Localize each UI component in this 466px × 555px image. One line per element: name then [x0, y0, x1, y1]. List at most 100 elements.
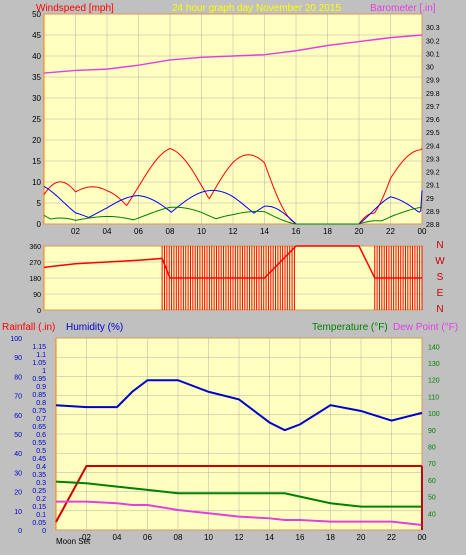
temperature-label: Temperature (°F)	[312, 322, 388, 333]
wind-tick-label: 50	[32, 10, 41, 19]
climate-time-label: 16	[296, 533, 305, 542]
climate-time-label: 12	[235, 533, 244, 542]
temperature-axis: 40 50 60 70 80 90 100 110 120 130 140	[428, 344, 440, 518]
wind-time-label: 20	[355, 227, 364, 236]
temperature-tick-label: 60	[428, 478, 436, 485]
climate-time-label: 00	[418, 533, 427, 542]
rainfall-label: Rainfall (.in)	[2, 322, 55, 333]
rainfall-axis: 00.050.10.150.20.250.30.350.40.450.50.55…	[32, 344, 46, 535]
rainfall-tick-label: 0.25	[32, 488, 46, 495]
barometer-tick-label: 30	[426, 65, 434, 72]
humidity-tick-label: 0	[18, 528, 22, 535]
humidity-tick-label: 50	[14, 432, 22, 439]
climate-time-axis: 02 04 06 08 10 12 14 16 18 20 22 00	[82, 533, 427, 542]
barometer-tick-label: 29.5	[426, 130, 440, 137]
barometer-tick-label: 30.1	[426, 51, 440, 58]
climate-time-label: 08	[174, 533, 183, 542]
direction-tick-label: 180	[29, 276, 41, 283]
wind-tick-label: 30	[32, 94, 41, 103]
temperature-tick-label: 100	[428, 411, 440, 418]
wind-time-axis: 02 04 06 08 10 12 14 16 18 20 22 00	[71, 227, 427, 236]
wind-time-label: 14	[260, 227, 269, 236]
humidity-tick-label: 70	[14, 394, 22, 401]
rainfall-tick-label: 0	[42, 528, 46, 535]
climate-time-label: 18	[326, 533, 335, 542]
climate-time-label: 02	[82, 533, 91, 542]
climate-time-label: 14	[265, 533, 274, 542]
barometer-tick-label: 29.8	[426, 91, 440, 98]
direction-letter: S	[437, 272, 444, 283]
barometer-label: Barometer [.in]	[370, 3, 436, 14]
wind-time-label: 18	[323, 227, 332, 236]
wind-low-line	[43, 206, 423, 225]
barometer-tick-label: 29.7	[426, 104, 440, 111]
rainfall-tick-label: 0.7	[36, 416, 46, 423]
direction-letter: N	[436, 304, 443, 315]
wind-grid	[44, 13, 423, 225]
wind-tick-label: 5	[37, 199, 42, 208]
climate-time-label: 20	[357, 533, 366, 542]
wind-time-label: 10	[197, 227, 206, 236]
rainfall-tick-label: 1.15	[32, 344, 46, 351]
humidity-tick-label: 80	[14, 374, 22, 381]
climate-time-label: 10	[204, 533, 213, 542]
direction-letter: W	[435, 256, 445, 267]
rainfall-tick-label: 0.3	[36, 480, 46, 487]
humidity-tick-label: 10	[14, 509, 22, 516]
climate-time-label: 04	[113, 533, 122, 542]
rainfall-tick-label: 0.9	[36, 384, 46, 391]
direction-tick-label: 90	[33, 292, 41, 299]
wind-time-label: 02	[71, 227, 80, 236]
wind-tick-label: 35	[32, 73, 41, 82]
barometer-tick-label: 29	[426, 196, 434, 203]
rainfall-tick-label: 0.6	[36, 432, 46, 439]
direction-letter: N	[436, 240, 443, 251]
wind-tick-label: 15	[32, 157, 41, 166]
rainfall-tick-label: 1.05	[32, 360, 46, 367]
barometer-axis: 28.8 28.9 29 29.1 29.2 29.3 29.4 29.5 29.6 29.7 29…	[426, 25, 440, 229]
temperature-line	[55, 480, 422, 508]
humidity-axis: 0 10 20 30 40 50 60 70 80 90 100	[10, 336, 22, 535]
rainfall-tick-label: 0.55	[32, 440, 46, 447]
barometer-line	[43, 34, 423, 74]
wind-time-label: 04	[103, 227, 112, 236]
direction-line	[43, 245, 422, 279]
temperature-tick-label: 40	[428, 511, 436, 518]
wind-tick-label: 10	[32, 178, 41, 187]
humidity-label: Humidity (%)	[66, 322, 123, 333]
barometer-tick-label: 30.3	[426, 25, 440, 32]
rainfall-tick-label: 0.5	[36, 448, 46, 455]
direction-series	[43, 245, 423, 310]
barometer-tick-label: 29.3	[426, 156, 440, 163]
wind-time-label: 06	[134, 227, 143, 236]
rainfall-tick-label: 1.1	[36, 352, 46, 359]
windspeed-label: Windspeed [mph]	[36, 3, 114, 14]
wind-tick-label: 25	[32, 115, 41, 124]
rainfall-tick-label: 0.85	[32, 392, 46, 399]
graph-date-label: 24 hour graph day November 20 2015	[172, 3, 341, 14]
humidity-tick-label: 20	[14, 490, 22, 497]
climate-time-label: 06	[143, 533, 152, 542]
barometer-tick-label: 29.2	[426, 170, 440, 177]
humidity-tick-label: 90	[14, 355, 22, 362]
temperature-tick-label: 130	[428, 361, 440, 368]
temperature-tick-label: 80	[428, 445, 436, 452]
humidity-tick-label: 60	[14, 413, 22, 420]
wind-time-label: 00	[418, 227, 427, 236]
temperature-tick-label: 50	[428, 495, 436, 502]
wind-tick-label: 40	[32, 52, 41, 61]
wind-time-label: 08	[166, 227, 175, 236]
wind-axis: 0 5 10 15 20 25 30 35 40 45 50	[32, 10, 41, 229]
direction-axis: 0 90 180 270 360	[29, 244, 41, 315]
direction-tick-label: 270	[29, 260, 41, 267]
climate-time-label: 22	[387, 533, 396, 542]
barometer-tick-label: 28.8	[426, 222, 440, 229]
dewpoint-line	[56, 500, 423, 526]
rainfall-tick-label: 0.05	[32, 520, 46, 527]
moon-set-label: Moon Set	[56, 537, 91, 546]
rainfall-line	[55, 465, 422, 523]
rainfall-tick-label: 0.45	[32, 456, 46, 463]
dewpoint-label: Dew Point (°F)	[393, 322, 458, 333]
climate-series	[55, 379, 423, 530]
